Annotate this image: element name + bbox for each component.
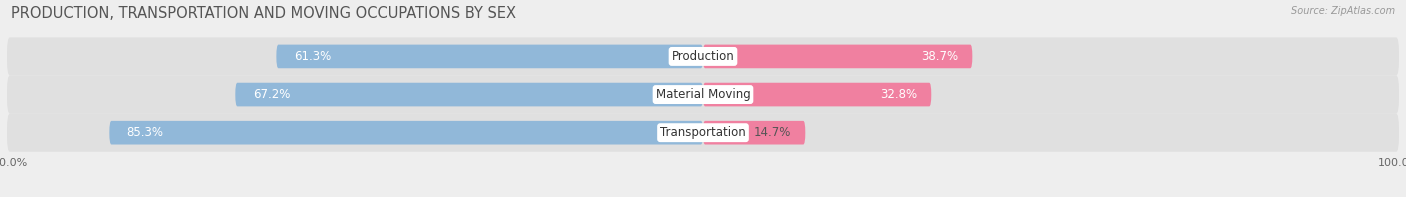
FancyBboxPatch shape — [235, 83, 703, 106]
FancyBboxPatch shape — [110, 121, 703, 145]
Text: Source: ZipAtlas.com: Source: ZipAtlas.com — [1291, 6, 1395, 16]
FancyBboxPatch shape — [7, 37, 1399, 75]
Text: 67.2%: 67.2% — [253, 88, 290, 101]
FancyBboxPatch shape — [7, 75, 1399, 114]
Text: 14.7%: 14.7% — [754, 126, 792, 139]
Text: Production: Production — [672, 50, 734, 63]
Text: PRODUCTION, TRANSPORTATION AND MOVING OCCUPATIONS BY SEX: PRODUCTION, TRANSPORTATION AND MOVING OC… — [11, 6, 516, 21]
Text: Transportation: Transportation — [661, 126, 745, 139]
FancyBboxPatch shape — [703, 45, 973, 68]
FancyBboxPatch shape — [703, 83, 931, 106]
Text: 32.8%: 32.8% — [880, 88, 917, 101]
Text: Material Moving: Material Moving — [655, 88, 751, 101]
FancyBboxPatch shape — [277, 45, 703, 68]
Text: 38.7%: 38.7% — [921, 50, 959, 63]
Text: 61.3%: 61.3% — [294, 50, 330, 63]
FancyBboxPatch shape — [7, 114, 1399, 152]
Text: 85.3%: 85.3% — [127, 126, 163, 139]
FancyBboxPatch shape — [703, 121, 806, 145]
